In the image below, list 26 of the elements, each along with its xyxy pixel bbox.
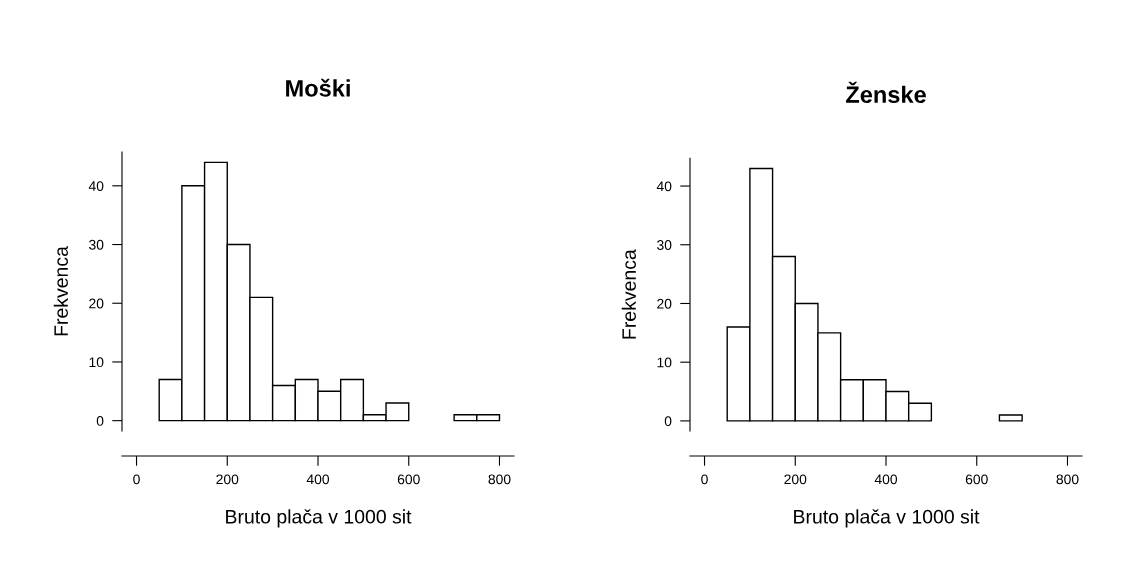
x-tick-label: 0 bbox=[133, 474, 140, 485]
x-tick-label: 800 bbox=[488, 474, 511, 485]
y-tick-label: 10 bbox=[89, 357, 104, 368]
x-tick-label: 0 bbox=[701, 474, 708, 485]
y-axis-title: Frekvenca bbox=[621, 249, 636, 339]
y-tick-label: 30 bbox=[657, 240, 672, 250]
y-axis-title: Frekvenca bbox=[53, 246, 68, 336]
y-tick-label: 0 bbox=[664, 416, 672, 427]
x-tick-label: 200 bbox=[784, 474, 807, 485]
x-tick-label: 200 bbox=[216, 474, 239, 485]
x-tick-label: 800 bbox=[1056, 474, 1079, 485]
x-axis-title: Bruto plača v 1000 sit bbox=[794, 509, 980, 528]
y-tick-label: 40 bbox=[88, 181, 104, 191]
y-tick-label: 20 bbox=[89, 298, 104, 309]
y-tick-label: 0 bbox=[96, 416, 104, 426]
x-axis-title: Bruto plača v 1000 sit bbox=[226, 509, 412, 528]
y-tick-label: 30 bbox=[89, 239, 104, 250]
x-tick-label: 600 bbox=[397, 474, 420, 485]
x-tick-label: 400 bbox=[306, 474, 330, 485]
x-tick-label: 400 bbox=[874, 474, 898, 485]
x-tick-label: 600 bbox=[965, 474, 988, 485]
chart-title: Moški bbox=[286, 78, 350, 97]
y-tick-label: 20 bbox=[657, 298, 672, 309]
y-tick-label: 40 bbox=[656, 181, 672, 192]
chart-title: Ženske bbox=[846, 81, 926, 104]
y-tick-label: 10 bbox=[657, 357, 672, 368]
